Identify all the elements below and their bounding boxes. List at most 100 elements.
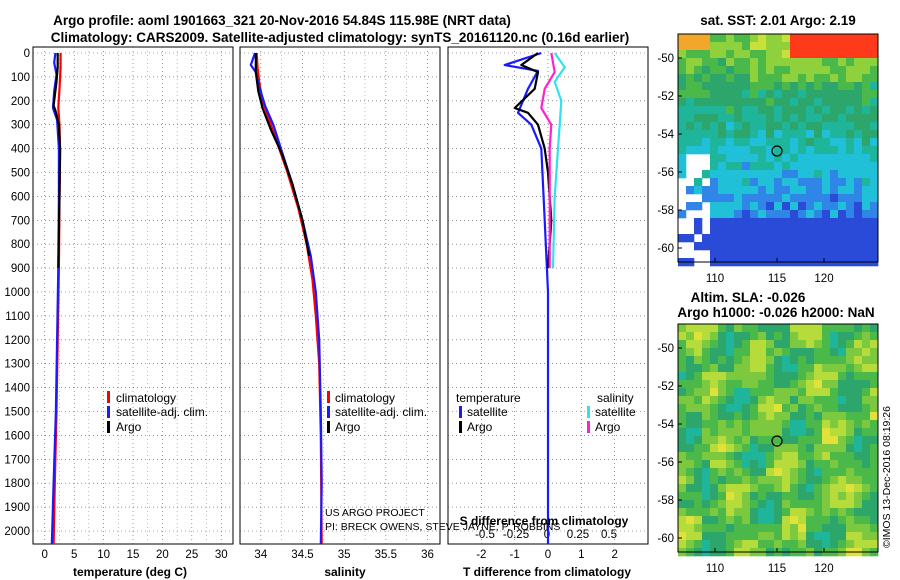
map-cell: [718, 468, 727, 477]
map-cell: [702, 420, 711, 429]
map-cell: [742, 412, 751, 421]
map-cell: [830, 202, 839, 211]
map-cell: [742, 436, 751, 445]
map-cell: [830, 186, 839, 195]
map-cell: [814, 460, 823, 469]
map-cell: [782, 452, 791, 461]
map-cell: [806, 388, 815, 397]
map-cell: [678, 420, 687, 429]
map-cell: [854, 146, 863, 155]
map-cell: [678, 476, 687, 485]
map-cell: [726, 468, 735, 477]
map-cell: [742, 66, 751, 75]
map-cell: [686, 460, 695, 469]
series-line-argo: [254, 53, 311, 257]
map-y-tick-label: -50: [657, 343, 674, 355]
map-cell: [702, 428, 711, 437]
map-cell: [846, 492, 855, 501]
map-cell: [862, 516, 871, 525]
map-cell: [694, 324, 703, 333]
map-cell: [702, 34, 711, 43]
map-cell: [870, 404, 879, 413]
map-cell: [822, 540, 831, 549]
map-cell: [814, 396, 823, 405]
series-group: [50, 52, 62, 544]
map-cell: [678, 380, 687, 389]
map-x-tick-label: 115: [768, 563, 786, 575]
map-cell: [774, 332, 783, 341]
map-cell: [710, 532, 719, 541]
x-tick-label: 34: [254, 549, 267, 561]
map-cell: [758, 138, 767, 147]
map-cell: [798, 178, 807, 187]
map-cell: [814, 226, 823, 235]
map-cell: [774, 114, 783, 123]
map-cell: [702, 324, 711, 333]
map-cell: [838, 162, 847, 171]
map-cell: [870, 412, 879, 421]
map-cell: [758, 50, 767, 59]
map-cell: [766, 532, 775, 541]
map-cell: [758, 516, 767, 525]
map-cell: [830, 428, 839, 437]
map-cell: [686, 34, 695, 43]
map-cell: [774, 508, 783, 517]
map-cell: [726, 372, 735, 381]
map-cell: [758, 202, 767, 211]
map-cell: [774, 476, 783, 485]
map-cell: [766, 90, 775, 99]
map-cell: [742, 154, 751, 163]
map-cell: [830, 218, 839, 227]
map-cell: [734, 452, 743, 461]
imos-stamp: ©IMOS 13-Dec-2016 08:19:26: [881, 406, 893, 548]
map-cell: [798, 388, 807, 397]
map-cell: [782, 210, 791, 219]
map-cell: [830, 98, 839, 107]
map-cell: [870, 98, 879, 107]
map-cell: [678, 162, 687, 171]
map-cell: [862, 380, 871, 389]
map-cell: [726, 122, 735, 131]
map-cell: [750, 396, 759, 405]
map-cell: [830, 332, 839, 341]
map-cell: [854, 364, 863, 373]
map-cell: [854, 348, 863, 357]
map-cell: [758, 34, 767, 43]
map-cell: [742, 114, 751, 123]
map-cell: [854, 332, 863, 341]
map-cell: [734, 226, 743, 235]
map-cell: [774, 90, 783, 99]
map-cell: [870, 428, 879, 437]
map-cell: [726, 98, 735, 107]
map-cell: [694, 468, 703, 477]
map-cell: [766, 444, 775, 453]
map-cell: [718, 34, 727, 43]
map-cell: [742, 388, 751, 397]
x-tick-label: 15: [127, 549, 140, 561]
map-cell: [678, 508, 687, 517]
map-cell: [734, 90, 743, 99]
map-cell: [734, 492, 743, 501]
map-cell: [822, 380, 831, 389]
map-cell: [686, 532, 695, 541]
map-cell: [846, 98, 855, 107]
map-cell: [814, 364, 823, 373]
map-cell: [758, 42, 767, 51]
map-cell: [806, 138, 815, 147]
map-cell: [782, 178, 791, 187]
map-cell: [758, 250, 767, 259]
map-cell: [702, 444, 711, 453]
map-cell: [678, 428, 687, 437]
map-cell: [838, 516, 847, 525]
map-cell: [830, 66, 839, 75]
map-cell: [734, 162, 743, 171]
map-cell: [862, 484, 871, 493]
map-cell: [846, 524, 855, 533]
sla-float-location-marker: [771, 435, 783, 447]
map-cell: [870, 170, 879, 179]
map-cell: [750, 508, 759, 517]
map-cell: [694, 130, 703, 139]
map-cell: [806, 50, 815, 59]
map-cell: [838, 340, 847, 349]
